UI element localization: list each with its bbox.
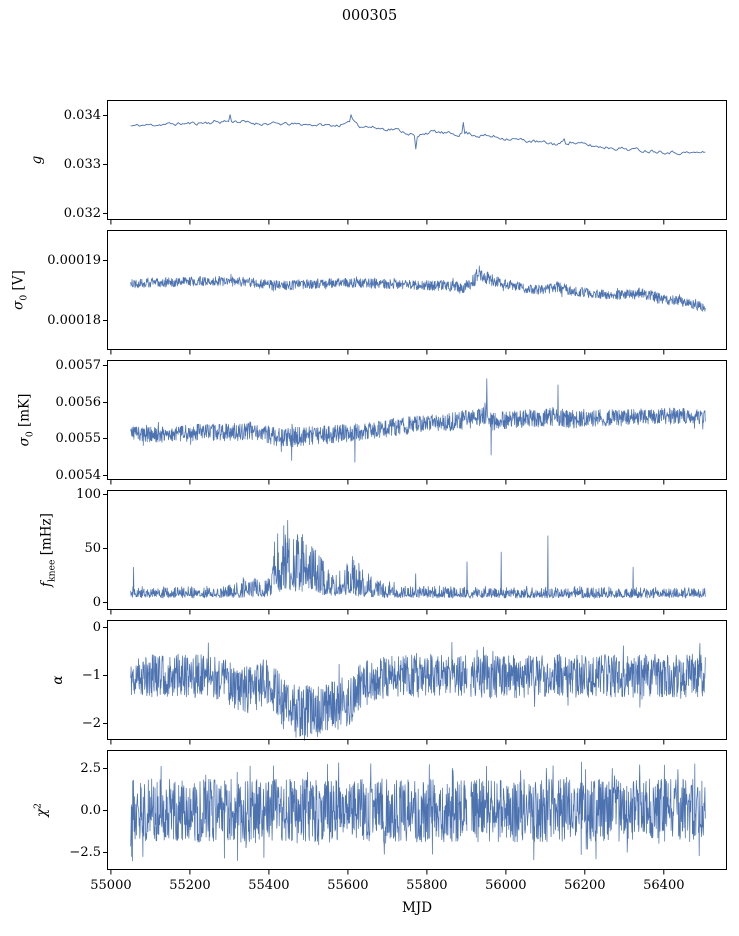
x-tick-label: 56200 — [564, 878, 606, 893]
y-tick-label-sigma0_mK: 0.0054 — [55, 467, 102, 483]
data-line-alpha — [130, 642, 706, 741]
x-tick-label: 55000 — [90, 878, 132, 893]
y-tick-label-sigma0_mK: 0.0056 — [55, 394, 102, 410]
y-tick-label-fknee: 0 — [92, 594, 101, 610]
y-axis-label-alpha: α — [50, 675, 66, 685]
y-tick-label-g: 0.032 — [63, 205, 101, 221]
figure-title: 000305 — [341, 8, 398, 24]
x-tick-label: 55800 — [406, 878, 448, 893]
y-tick-label-g: 0.034 — [63, 107, 101, 123]
axes-spines-sigma0_mK — [107, 360, 727, 480]
x-axis-label: MJD — [401, 900, 433, 916]
x-tick-label: 56000 — [485, 878, 527, 893]
y-axis-label-sigma0_V: σ0 [V] — [10, 270, 30, 310]
panel-plot-fknee — [103, 490, 727, 615]
y-tick-label-fknee: 100 — [76, 486, 101, 502]
y-axis-label-g: g — [29, 155, 45, 165]
y-tick-label-fknee: 50 — [84, 540, 101, 556]
data-line-chi2 — [130, 761, 706, 862]
x-tick-label: 55400 — [248, 878, 290, 893]
panel-plot-sigma0_V — [103, 230, 727, 355]
y-tick-label-chi2: 0.0 — [80, 802, 101, 818]
data-line-sigma0_mK — [130, 378, 706, 463]
data-line-fknee — [130, 520, 706, 599]
y-tick-label-alpha: −2 — [81, 715, 101, 731]
axes-spines-sigma0_V — [107, 230, 727, 350]
panel-plot-chi2 — [103, 750, 727, 875]
x-tick-label: 56400 — [643, 878, 685, 893]
y-axis-label-sigma0_mK: σ0 [mK] — [16, 393, 36, 447]
axes-spines-fknee — [107, 490, 727, 610]
panel-plot-g — [103, 100, 727, 225]
data-line-sigma0_V — [130, 265, 706, 312]
panel-plot-sigma0_mK — [103, 360, 727, 485]
y-tick-label-sigma0_mK: 0.0055 — [55, 430, 102, 446]
y-axis-label-chi2: χ2 — [32, 802, 50, 818]
panel-plot-alpha — [103, 620, 727, 745]
axes-spines-alpha — [107, 620, 727, 740]
y-tick-label-chi2: 2.5 — [80, 760, 101, 776]
axes-spines-chi2 — [107, 750, 727, 870]
y-tick-label-g: 0.033 — [63, 156, 101, 172]
y-tick-label-sigma0_V: 0.00018 — [47, 312, 101, 328]
y-tick-label-alpha: 0 — [92, 619, 101, 635]
y-tick-label-sigma0_mK: 0.0057 — [55, 357, 102, 373]
x-tick-label: 55600 — [327, 878, 369, 893]
x-tick-label: 55200 — [169, 878, 211, 893]
axes-spines-g — [107, 100, 727, 220]
y-tick-label-sigma0_V: 0.00019 — [47, 252, 101, 268]
y-tick-label-chi2: −2.5 — [69, 844, 101, 860]
y-tick-label-alpha: −1 — [81, 667, 101, 683]
data-line-g — [130, 114, 706, 156]
y-axis-label-fknee: fknee [mHz] — [38, 513, 58, 587]
